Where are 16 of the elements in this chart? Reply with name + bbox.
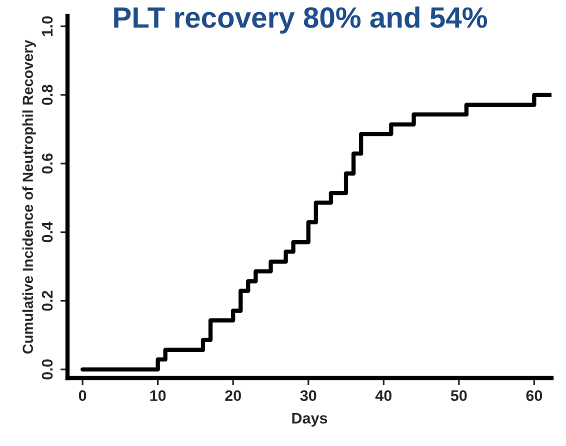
y-tick-label: 0.8 <box>42 84 53 105</box>
x-tick-label: 30 <box>300 390 316 402</box>
x-tick-label: 10 <box>150 390 166 402</box>
x-tick-label: 50 <box>450 390 467 402</box>
x-tick-label: 40 <box>375 390 392 402</box>
y-tick-label: 0.0 <box>42 359 53 380</box>
chart-title: PLT recovery 80% and 54% <box>114 6 488 34</box>
x-tick-label: 60 <box>526 390 542 402</box>
y-tick-label: 1.0 <box>42 16 53 36</box>
x-tick-label: 0 <box>78 390 86 402</box>
y-tick-label: 0.4 <box>42 222 53 242</box>
y-tick-label: 0.2 <box>42 290 53 311</box>
y-tick-label: 0.6 <box>42 153 53 174</box>
y-axis-title: Cumulative Incidence of Neutrophil Recovery <box>22 40 36 354</box>
x-axis-title: Days <box>292 412 328 427</box>
x-tick-label: 20 <box>225 390 241 402</box>
